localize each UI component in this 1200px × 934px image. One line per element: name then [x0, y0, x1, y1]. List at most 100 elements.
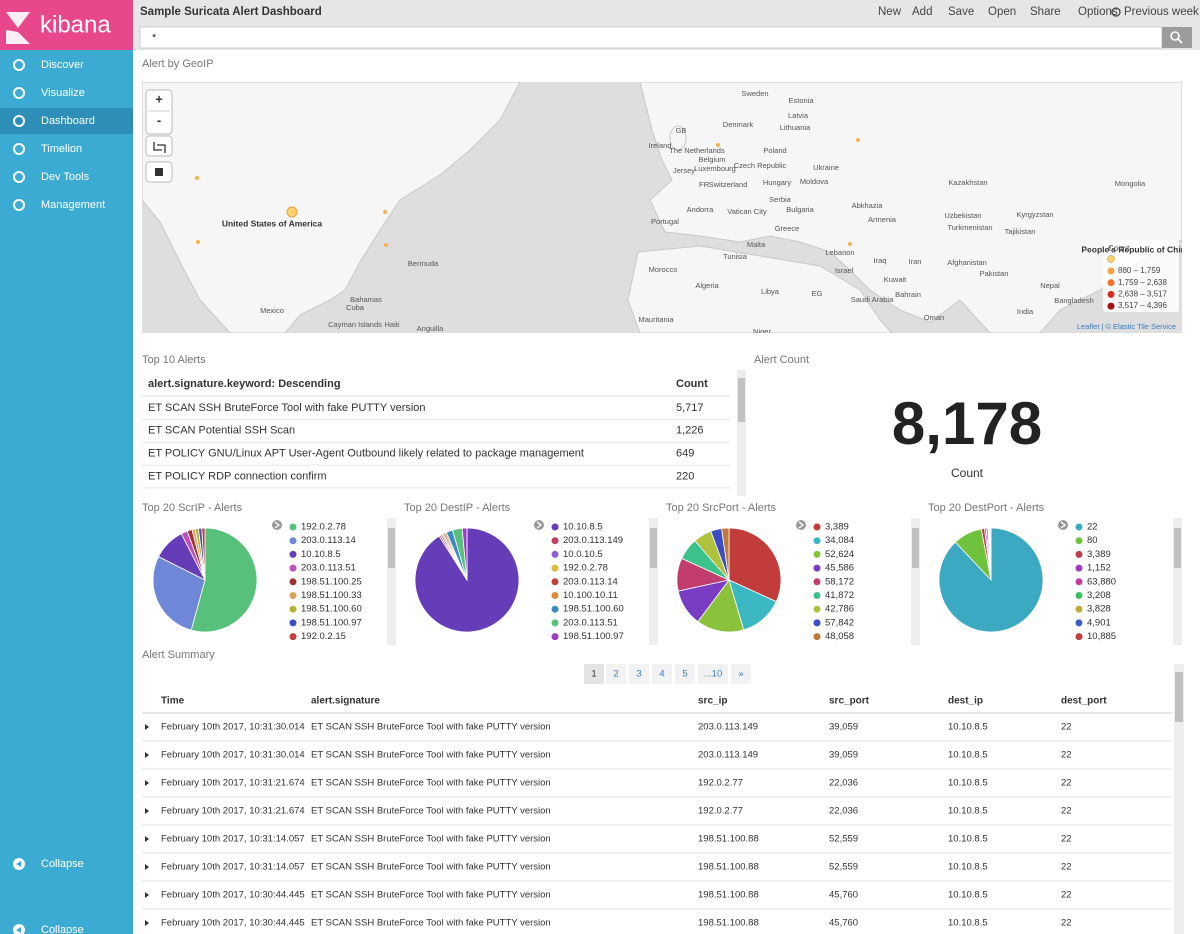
legend-item[interactable]: 63,880 [1087, 576, 1116, 587]
legend-item[interactable]: 10.100.10.11 [563, 590, 618, 601]
column-header[interactable]: Time [161, 696, 185, 707]
nav-item[interactable]: Dev Tools [41, 171, 90, 183]
search-button[interactable] [1162, 27, 1192, 48]
row-expander[interactable] [145, 752, 149, 758]
page-label[interactable]: ...10 [704, 669, 723, 680]
map-marker[interactable] [384, 243, 388, 247]
pie-slice[interactable] [152, 556, 206, 631]
menu-item[interactable]: Previous week [1124, 6, 1199, 18]
legend-toggle[interactable] [272, 520, 282, 530]
column-header[interactable]: src_port [829, 696, 870, 707]
nav-item[interactable]: Timelion [41, 143, 82, 155]
row-expander[interactable] [145, 808, 149, 814]
page-label[interactable]: 3 [636, 669, 641, 680]
pie-slice[interactable] [461, 527, 468, 581]
collapse-button[interactable]: Collapse [41, 858, 84, 870]
row-expander[interactable] [145, 920, 149, 926]
legend-item[interactable]: 45,586 [825, 563, 854, 574]
pie-slice[interactable] [989, 527, 992, 581]
legend-item[interactable]: 42,786 [825, 604, 854, 615]
column-header[interactable]: dest_ip [948, 696, 983, 707]
legend-item[interactable]: 52,624 [825, 549, 854, 560]
legend-item[interactable]: 3,389 [1087, 549, 1111, 560]
scrollbar-thumb[interactable] [738, 378, 745, 422]
page-button[interactable] [731, 664, 751, 684]
page-label[interactable]: 4 [659, 669, 664, 680]
pie-slice[interactable] [728, 527, 782, 603]
legend-item[interactable]: 10.10.8.5 [301, 549, 341, 560]
map-attribution[interactable]: Leaflet | © Elastic Tile Service [1077, 322, 1176, 331]
legend-item[interactable]: 203.0.113.14 [301, 535, 356, 546]
legend-item[interactable]: 192.0.2.15 [301, 631, 346, 642]
legend-toggle[interactable] [796, 520, 806, 530]
scrollbar-thumb[interactable] [912, 528, 919, 568]
page-label[interactable]: » [738, 669, 743, 680]
collapse-button[interactable]: Collapse [41, 924, 84, 934]
page-label[interactable]: 5 [682, 669, 687, 680]
legend-item[interactable]: 3,828 [1087, 604, 1111, 615]
pie-slice[interactable] [201, 527, 206, 581]
row-expander[interactable] [145, 836, 149, 842]
legend-item[interactable]: 203.0.113.14 [563, 576, 618, 587]
column-header[interactable]: alert.signature [311, 696, 380, 707]
legend-item[interactable]: 80 [1087, 535, 1098, 546]
map-marker[interactable] [195, 176, 199, 180]
column-header[interactable]: alert.signature.keyword: Descending [148, 378, 341, 390]
page-button[interactable] [629, 664, 649, 684]
fit-bounds-control[interactable] [145, 135, 173, 157]
pie-slice[interactable] [721, 527, 730, 581]
page-button[interactable] [698, 664, 728, 684]
page-button[interactable] [675, 664, 695, 684]
column-header[interactable]: src_ip [698, 696, 727, 707]
legend-item[interactable]: 203.0.113.149 [563, 535, 623, 546]
map-marker[interactable] [848, 242, 852, 246]
row-expander[interactable] [145, 892, 149, 898]
legend-item[interactable]: 4,901 [1087, 617, 1111, 628]
scrollbar-thumb[interactable] [388, 528, 395, 568]
menu-item[interactable]: New [878, 6, 902, 18]
nav-item[interactable]: Discover [41, 59, 84, 71]
legend-item[interactable]: 10.10.8.5 [563, 522, 603, 533]
row-expander[interactable] [145, 724, 149, 730]
legend-item[interactable]: 192.0.2.78 [563, 563, 608, 574]
legend-item[interactable]: 3,389 [825, 522, 849, 533]
legend-item[interactable]: 203.0.113.51 [301, 563, 356, 574]
nav-item[interactable]: Management [41, 199, 105, 211]
legend-item[interactable]: 192.0.2.78 [301, 522, 346, 533]
pie-slice[interactable] [190, 527, 258, 633]
row-expander[interactable] [145, 864, 149, 870]
legend-item[interactable]: 3,208 [1087, 590, 1111, 601]
page-button[interactable] [652, 664, 672, 684]
page-button[interactable] [606, 664, 626, 684]
page-label[interactable]: 2 [613, 669, 618, 680]
legend-item[interactable]: 58,172 [825, 576, 854, 587]
page-button[interactable] [584, 664, 604, 684]
zoom-control[interactable] [145, 89, 173, 135]
legend-item[interactable]: 10.0.10.5 [563, 549, 603, 560]
scrollbar-thumb[interactable] [650, 528, 657, 568]
search-input[interactable] [139, 26, 1163, 49]
map-marker[interactable] [383, 210, 387, 214]
scrollbar-thumb[interactable] [1175, 672, 1183, 722]
row-expander[interactable] [145, 780, 149, 786]
menu-item[interactable]: Add [912, 6, 932, 18]
legend-toggle[interactable] [534, 520, 544, 530]
menu-item[interactable]: Share [1030, 6, 1061, 18]
legend-item[interactable]: 203.0.113.51 [563, 617, 618, 628]
map-marker[interactable] [196, 240, 200, 244]
legend-item[interactable]: 57,842 [825, 617, 854, 628]
legend-item[interactable]: 34,084 [825, 535, 854, 546]
legend-item[interactable]: 41,872 [825, 590, 854, 601]
map-marker[interactable] [286, 206, 298, 218]
menu-item[interactable]: Open [988, 6, 1016, 18]
legend-item[interactable]: 1,152 [1087, 563, 1111, 574]
legend-item[interactable]: 22 [1087, 522, 1098, 533]
map-marker[interactable] [716, 143, 720, 147]
column-header[interactable]: dest_port [1061, 696, 1107, 707]
legend-item[interactable]: 198.51.100.60 [301, 604, 362, 615]
zoom-button[interactable]: - [157, 112, 161, 127]
column-header[interactable]: Count [676, 378, 708, 390]
scrollbar-thumb[interactable] [1174, 528, 1181, 568]
page-label[interactable]: 1 [591, 669, 596, 680]
legend-toggle[interactable] [1058, 520, 1068, 530]
